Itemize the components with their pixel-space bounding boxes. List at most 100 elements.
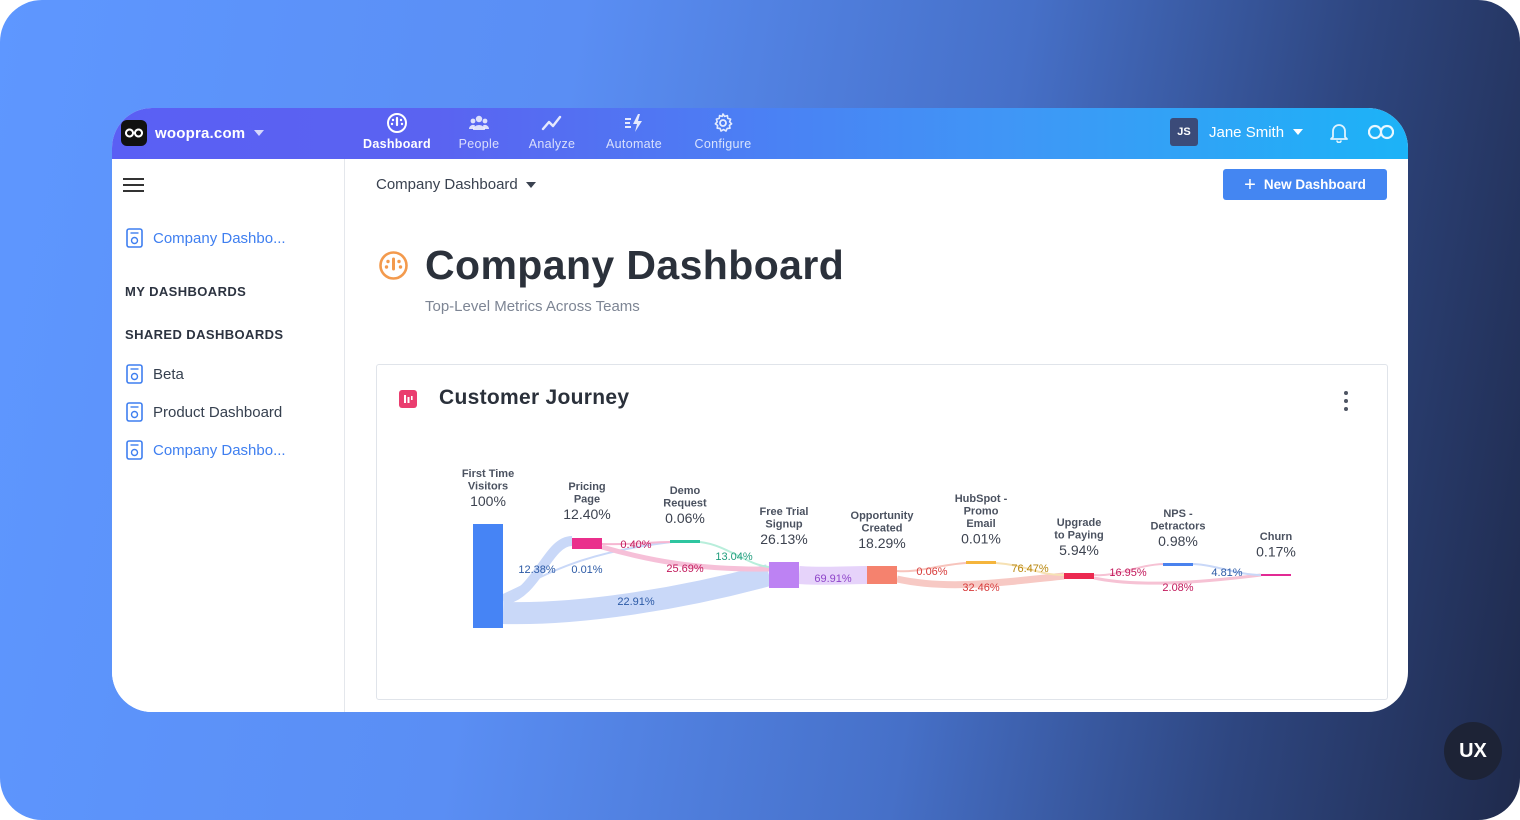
analyze-trend-icon [541,115,562,131]
sankey-node-value: 0.01% [961,531,1001,547]
sankey-link-label: 0.06% [916,566,947,578]
hamburger-menu-icon[interactable] [123,178,144,192]
card-more-options-icon[interactable] [1343,391,1349,411]
sankey-link [502,541,673,596]
nav-people-label: People [458,137,500,151]
sankey-link [501,536,573,605]
sidebar-item-label: Product Dashboard [153,403,283,421]
sankey-node-value: 26.13% [760,531,807,547]
sankey-node-label: Signup [765,519,803,531]
new-dashboard-button[interactable]: + New Dashboard [1223,169,1387,200]
sankey-node-value: 5.94% [1059,542,1099,558]
sankey-node-value: 12.40% [563,506,610,522]
new-dashboard-label: New Dashboard [1263,177,1366,192]
sankey-node-label: Created [862,523,903,535]
ux-badge-logo: UX [1444,722,1502,780]
dashboard-doc-icon [126,440,143,460]
main-nav: Dashboard People Analyze Automate Config… [356,112,762,156]
avatar: JS [1170,118,1198,146]
sankey-link [601,544,770,572]
sankey-node-bar[interactable] [1163,563,1193,566]
sankey-node-label: NPS - [1163,508,1193,520]
sankey-link-label: 0.40% [620,539,651,551]
sankey-node-label: to Paying [1054,530,1104,542]
dashboard-selector[interactable]: Company Dashboard [376,176,536,193]
shared-dashboards-heading[interactable]: SHARED DASHBOARDS [125,327,284,342]
sankey-node-label: Free Trial [760,506,809,518]
sankey-link [1093,563,1164,577]
sankey-node-bar[interactable] [769,562,799,588]
sankey-link [1093,573,1262,585]
sidebar: Company Dashbo... MY DASHBOARDS SHARED D… [112,159,345,712]
chevron-down-icon [254,130,265,136]
sankey-link-label: 32.46% [962,582,1000,594]
sankey-node-label: First Time [462,468,514,480]
sankey-node-value: 18.29% [858,535,905,551]
sankey-link-label: 2.08% [1162,582,1193,594]
sankey-link-label: 0.01% [571,564,602,576]
sankey-link [502,564,772,625]
dashboard-gauge-icon [387,113,407,133]
app-window: woopra.com Dashboard People Analyze [112,108,1408,712]
page-subtitle: Top-Level Metrics Across Teams [425,298,640,315]
bell-icon[interactable] [1328,121,1350,143]
user-menu[interactable]: JS Jane Smith [1170,118,1304,146]
sidebar-item-label: Company Dashbo... [153,441,286,459]
sidebar-item-beta[interactable]: Beta [126,364,184,384]
sankey-node-bar[interactable] [473,524,503,628]
sidebar-item-pinned-company-dashboard[interactable]: Company Dashbo... [126,228,286,248]
sankey-node-label: Page [574,494,600,506]
main-content: Company Dashboard + New Dashboard Compan… [346,159,1408,712]
sankey-node-label: Detractors [1150,521,1205,533]
customer-journey-card: Customer Journey First Time Visitors 100% P… [376,364,1388,700]
sankey-node-bar[interactable] [1064,573,1094,579]
sankey-node-bar[interactable] [1261,574,1291,576]
nav-configure-label: Configure [694,137,752,151]
sankey-node-label: Churn [1260,531,1293,543]
nav-analyze-label: Analyze [528,137,576,151]
sankey-node-bar[interactable] [867,566,897,584]
page-title: Company Dashboard [425,242,845,288]
sankey-node-label: Email [966,518,995,530]
sankey-link-label: 12.38% [518,564,556,576]
sankey-node-bar[interactable] [966,561,996,564]
dashboard-gauge-icon [379,251,408,280]
sankey-node-label: HubSpot - [955,493,1008,505]
nav-analyze[interactable]: Analyze [520,112,584,156]
woopra-logo-icon [121,120,147,146]
sankey-link [896,572,1065,589]
sankey-node-value: 100% [470,493,506,509]
gear-icon [714,113,733,132]
sankey-node-label: Demo [670,485,701,497]
sankey-node-bar[interactable] [670,540,700,543]
sankey-link-label: 76.47% [1011,563,1049,575]
sidebar-item-product-dashboard[interactable]: Product Dashboard [126,402,282,422]
automate-bolt-icon [625,114,642,132]
sankey-link-label: 13.04% [715,551,753,563]
sidebar-item-company-dashboard[interactable]: Company Dashbo... [126,440,286,460]
breadcrumb: Company Dashboard [376,176,518,193]
chevron-down-icon [525,181,536,188]
nav-people[interactable]: People [438,112,520,156]
report-icon [399,390,417,408]
sidebar-item-label: Beta [153,365,184,383]
woopra-loop-icon[interactable] [1368,122,1394,142]
my-dashboards-heading[interactable]: MY DASHBOARDS [125,284,247,299]
sankey-node-value: 0.17% [1256,544,1296,560]
sankey-node-label: Opportunity [851,510,915,522]
nav-automate[interactable]: Automate [584,112,684,156]
workspace-switcher[interactable]: woopra.com [121,120,265,146]
card-title: Customer Journey [439,386,630,409]
nav-dashboard-label: Dashboard [363,137,431,151]
nav-automate-label: Automate [606,137,662,151]
sankey-node-label: Upgrade [1057,517,1102,529]
sankey-link [1192,563,1262,576]
plus-icon: + [1244,173,1256,196]
sankey-node-label: Request [663,498,707,510]
nav-configure[interactable]: Configure [684,112,762,156]
sankey-node-label: Promo [964,506,999,518]
nav-dashboard[interactable]: Dashboard [356,112,438,156]
sankey-node-bar[interactable] [572,538,602,549]
sankey-link [601,541,671,546]
